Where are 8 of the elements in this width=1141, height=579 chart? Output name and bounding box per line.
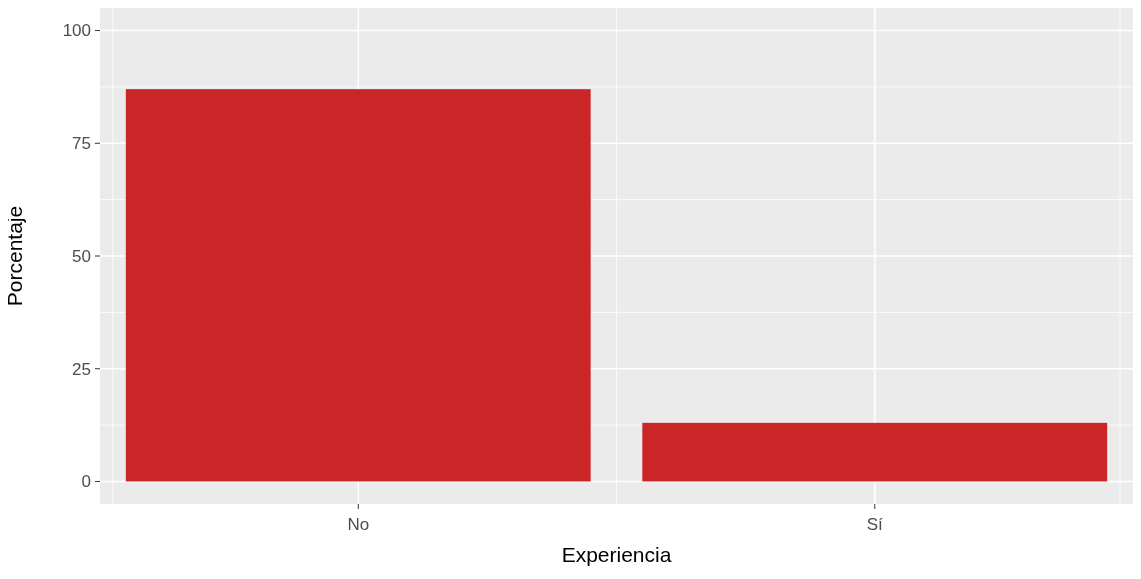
x-tick-label: Sí: [866, 515, 884, 534]
y-tick-label: 50: [72, 246, 91, 266]
y-tick-label: 75: [72, 134, 91, 154]
y-tick-label: 0: [81, 472, 91, 492]
x-axis-title: Experiencia: [561, 543, 672, 566]
y-tick-label: 25: [72, 359, 91, 379]
y-tick-label: 100: [62, 21, 91, 41]
x-tick-label: No: [347, 515, 370, 534]
